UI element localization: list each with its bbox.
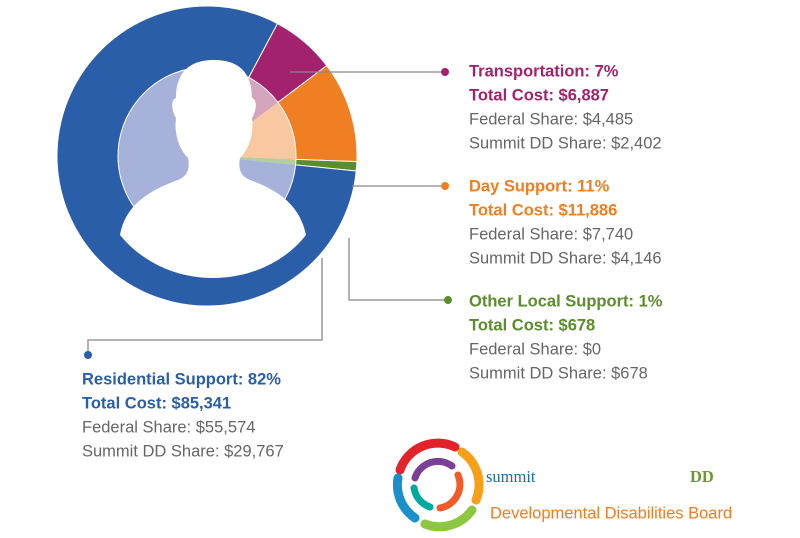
total-cost: Total Cost: $11,886 xyxy=(469,201,617,219)
share-detail: Federal Share: $7,740 xyxy=(469,225,633,243)
leader-dot xyxy=(441,182,449,190)
share-detail: Federal Share: $0 xyxy=(469,340,601,358)
logo-swirl xyxy=(392,438,484,532)
segment-label: Transportation: 7% xyxy=(469,62,619,80)
labels: Transportation: 7% Total Cost: $6,887 Fede… xyxy=(82,62,663,460)
leader-lines xyxy=(84,68,452,359)
segment-label: Day Support: 11% xyxy=(469,177,610,195)
leader-line xyxy=(348,238,448,301)
logo-tagline: Developmental Disabilities Board xyxy=(490,504,732,522)
share-detail: Federal Share: $4,485 xyxy=(469,110,633,128)
leader-dot xyxy=(84,351,92,359)
total-cost: Total Cost: $6,887 xyxy=(469,86,609,104)
total-cost: Total Cost: $678 xyxy=(469,316,595,334)
share-detail: Summit DD Share: $678 xyxy=(469,364,648,382)
segment-label: Other Local Support: 1% xyxy=(469,292,663,310)
share-detail: Summit DD Share: $4,146 xyxy=(469,249,662,267)
logo-suffix: DD xyxy=(690,467,714,486)
leader-dot xyxy=(441,68,449,76)
leader-line xyxy=(87,258,323,355)
person-silhouette xyxy=(120,60,306,278)
logo: summit DD Developmental Disabilities Boa… xyxy=(392,438,732,532)
segment-label: Residential Support: 82% xyxy=(82,370,281,388)
share-detail: Federal Share: $55,574 xyxy=(82,418,255,436)
logo-name: summit xyxy=(486,467,536,486)
total-cost: Total Cost: $85,341 xyxy=(82,394,231,412)
share-detail: Summit DD Share: $2,402 xyxy=(469,134,662,152)
share-detail: Summit DD Share: $29,767 xyxy=(82,442,284,460)
leader-dot xyxy=(444,296,452,304)
